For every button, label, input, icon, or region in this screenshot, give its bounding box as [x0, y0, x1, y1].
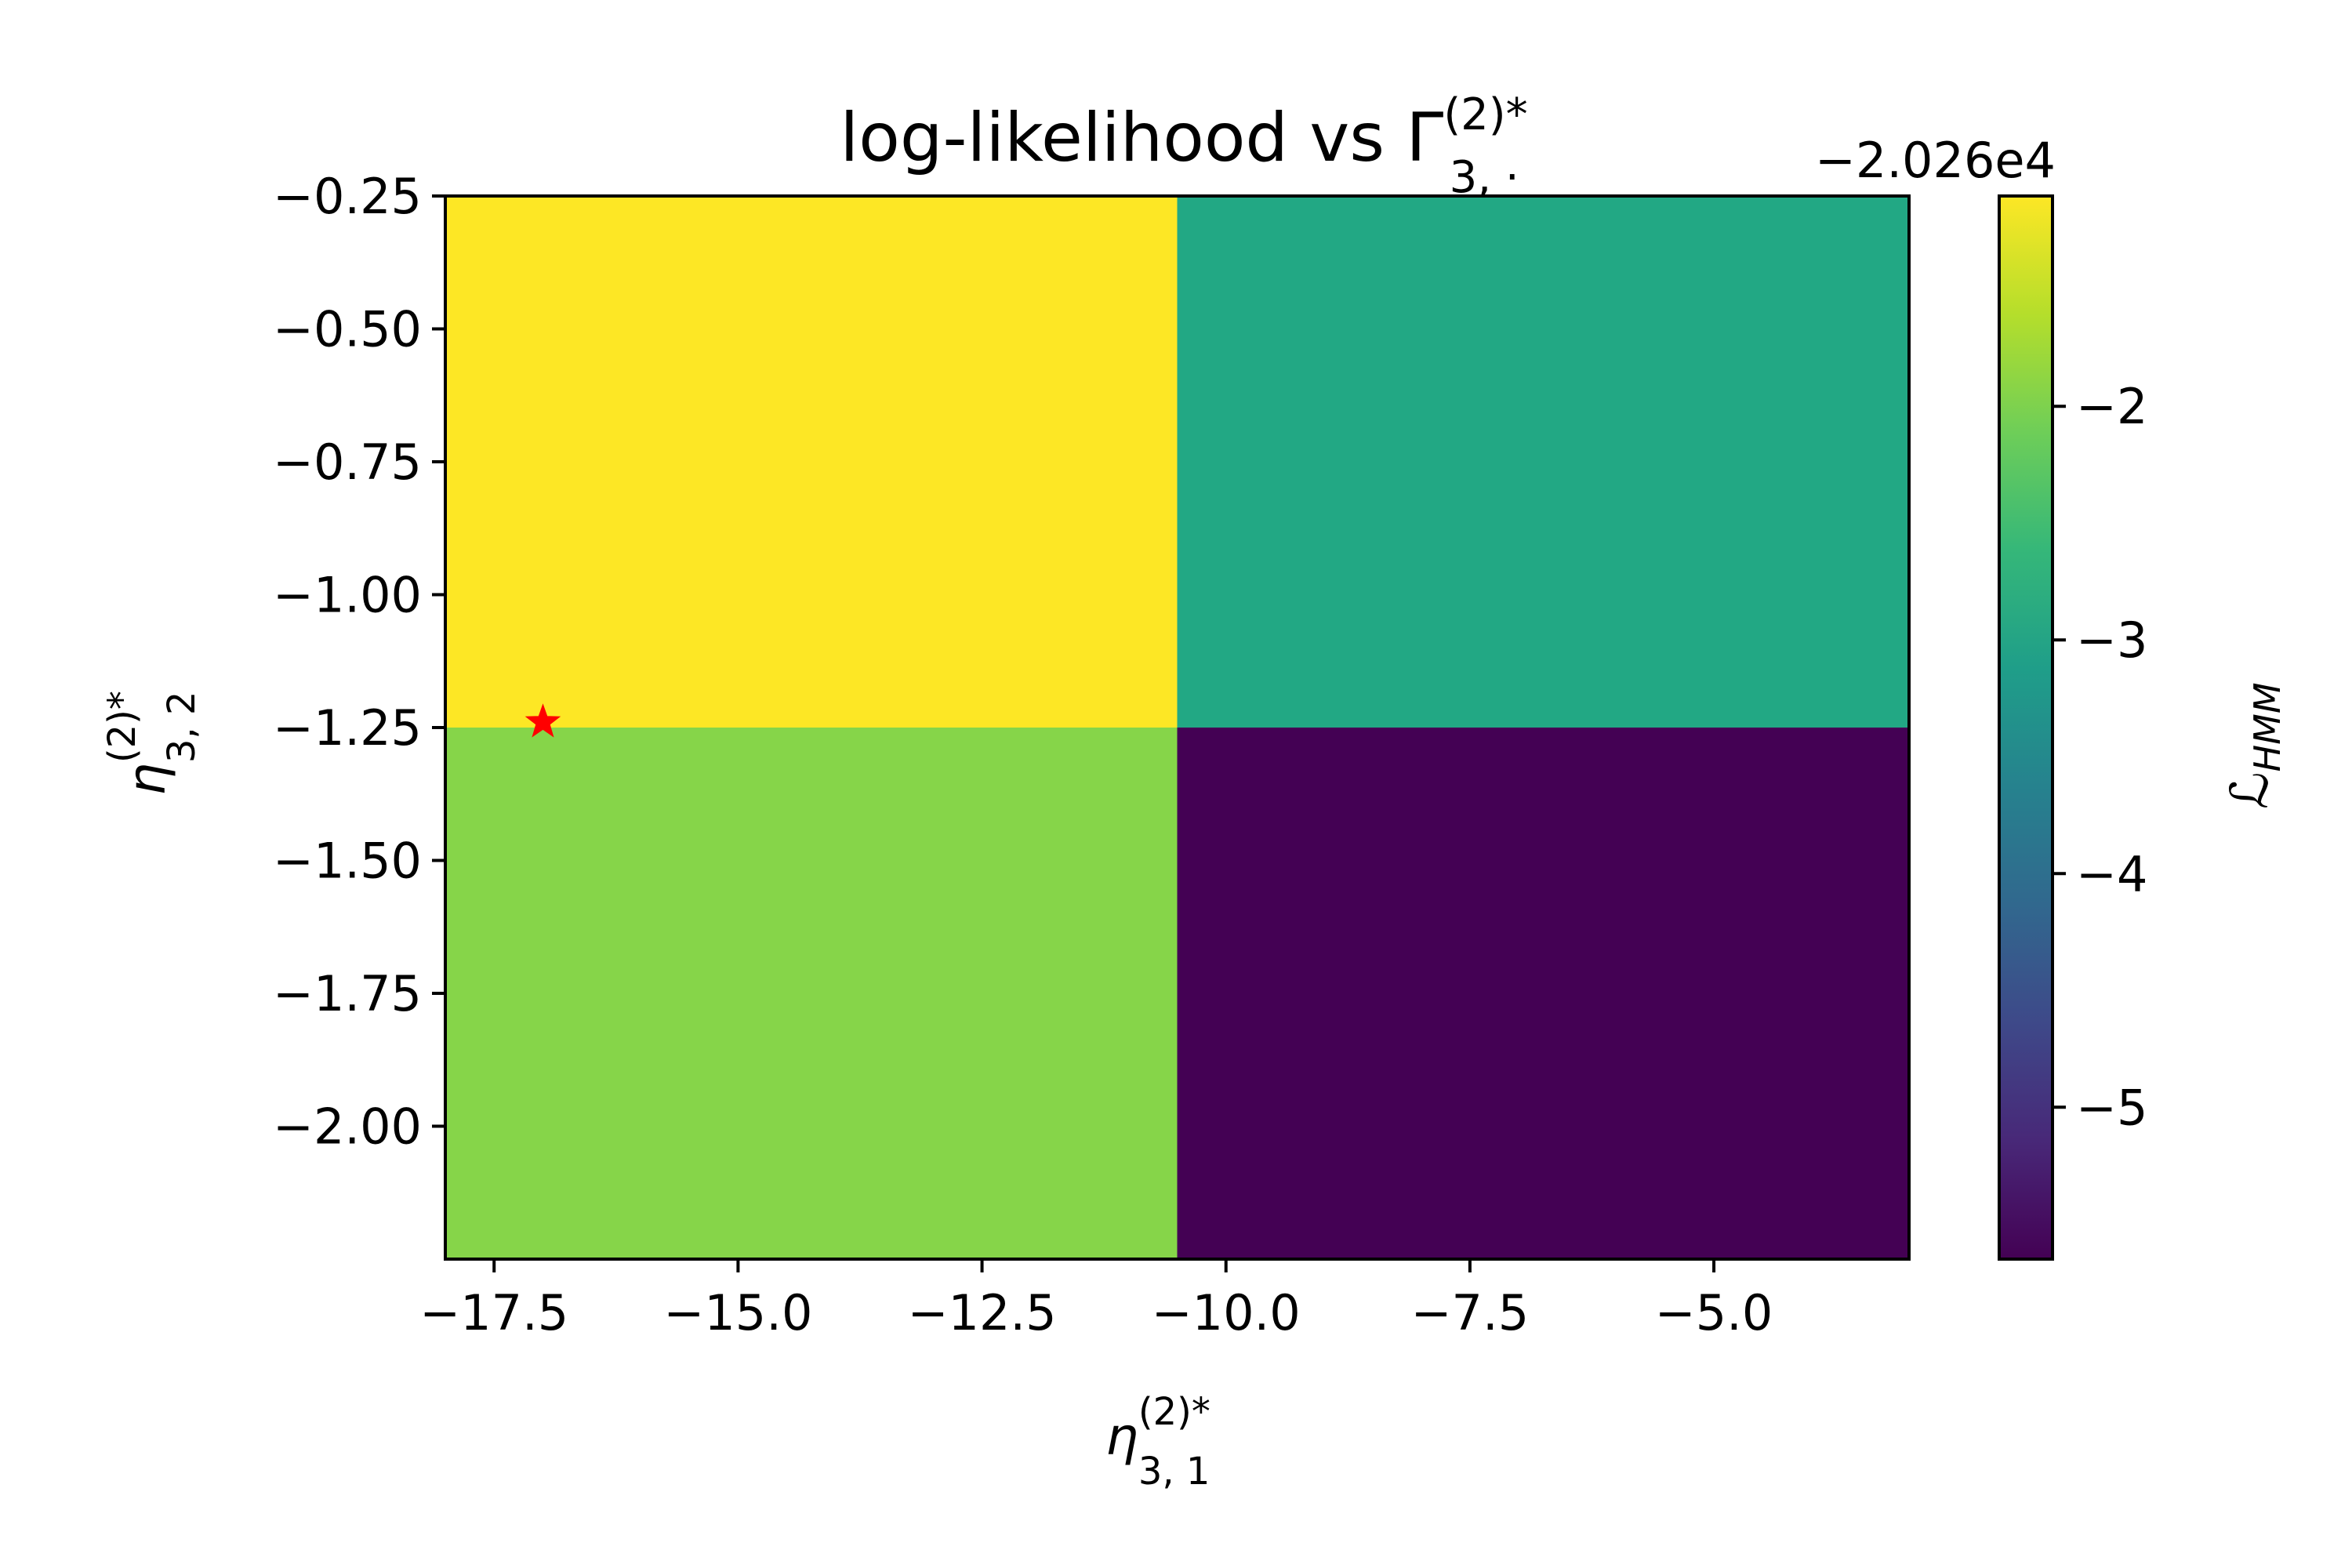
x-axis-label-sup: (2)*: [1138, 1390, 1210, 1434]
colorbar: [1998, 194, 2054, 1261]
x-axis-label-sub: 3, 1: [1138, 1450, 1210, 1494]
x-axis-label-main: η: [1105, 1406, 1138, 1467]
y-axis-label-main: η: [117, 763, 177, 796]
heatmap-cell-1: [1177, 196, 1909, 728]
colorbar-tick-label: −4: [2076, 845, 2147, 902]
x-axis: −17.5 −15.0 −12.5 −10.0 −7.5 −5.0: [419, 1259, 1773, 1341]
heatmap-cell-0: [445, 196, 1178, 728]
colorbar-axis: −2 −3 −4 −5: [2053, 378, 2147, 1136]
y-tick-label: −1.00: [273, 567, 422, 624]
y-tick-label: −1.75: [273, 965, 422, 1022]
y-axis: −0.25 −0.50 −0.75 −1.00 −1.25 −1.50 −1.75 −2.00: [273, 168, 445, 1156]
colorbar-tick-label: −3: [2076, 612, 2147, 669]
chart-title-main: log-likelihood vs Γ: [840, 99, 1443, 177]
y-tick-label: −0.75: [273, 434, 422, 491]
colorbar-label-sub: HMM: [2246, 682, 2288, 771]
x-tick-label: −17.5: [419, 1284, 568, 1341]
y-tick-label: −1.25: [273, 699, 422, 757]
heatmap-cell-3: [1177, 728, 1909, 1259]
y-tick-label: −0.25: [273, 168, 422, 225]
y-axis-label-sub: 3, 2: [160, 691, 204, 764]
x-tick-label: −5.0: [1655, 1284, 1773, 1341]
x-tick-label: −15.0: [663, 1284, 812, 1341]
y-tick-label: −2.00: [273, 1098, 422, 1156]
colorbar-tick-label: −2: [2076, 378, 2147, 435]
colorbar-label: ℒHMM: [2220, 682, 2288, 809]
chart-title-sup: (2)*: [1443, 89, 1527, 140]
colorbar-offset-text: −2.026e4: [1815, 132, 2056, 189]
y-axis-label-sup: (2)*: [100, 691, 144, 763]
x-tick-label: −7.5: [1411, 1284, 1530, 1341]
x-axis-label: η(2)* 3, 1: [1105, 1390, 1210, 1494]
star-marker: [524, 703, 561, 738]
x-tick-label: −10.0: [1152, 1284, 1301, 1341]
colorbar-tick-label: −5: [2076, 1079, 2147, 1136]
plot-area: [445, 196, 1909, 1259]
heatmap-cell-2: [445, 728, 1178, 1259]
y-tick-label: −0.50: [273, 301, 422, 358]
chart-title: log-likelihood vs Γ(2)* 3, ·: [840, 89, 1527, 203]
colorbar-label-main: ℒ: [2220, 771, 2280, 809]
x-tick-label: −12.5: [908, 1284, 1057, 1341]
y-axis-label: η(2)* 3, 2: [100, 691, 204, 796]
y-tick-label: −1.50: [273, 833, 422, 890]
